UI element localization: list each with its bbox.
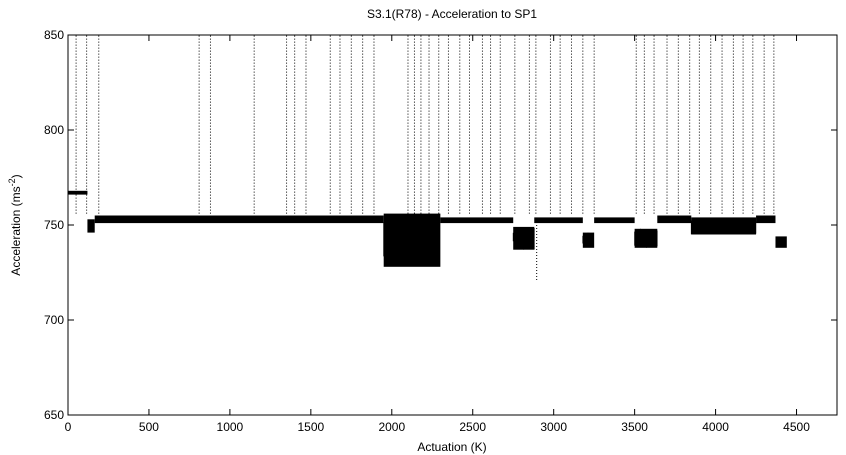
- y-axis-label-main: Acceleration (ms: [9, 186, 23, 275]
- x-tick-label: 1500: [297, 420, 324, 434]
- data-band: [775, 236, 786, 247]
- x-axis-label: Actuation (K): [417, 440, 486, 454]
- y-tick-label: 650: [44, 408, 64, 422]
- y-tick-label: 700: [44, 313, 64, 327]
- x-tick-label: 2000: [378, 420, 405, 434]
- chart-title: S3.1(R78) - Acceleration to SP1: [367, 7, 537, 21]
- y-tick-label: 750: [44, 218, 64, 232]
- data-band: [594, 217, 634, 223]
- data-band: [756, 216, 775, 224]
- y-tick-label: 800: [44, 123, 64, 137]
- data-band: [68, 191, 87, 195]
- x-tick-label: 4000: [702, 420, 729, 434]
- data-band: [440, 217, 513, 223]
- y-tick-label: 850: [44, 28, 64, 42]
- x-tick-label: 2500: [459, 420, 486, 434]
- x-tick-label: 3000: [540, 420, 567, 434]
- x-tick-label: 3500: [621, 420, 648, 434]
- data-band: [691, 217, 756, 234]
- data-band: [95, 216, 384, 224]
- x-tick-label: 0: [65, 420, 72, 434]
- x-tick-label: 500: [139, 420, 159, 434]
- data-band: [87, 219, 94, 232]
- data-band: [657, 216, 691, 224]
- x-tick-label: 1000: [217, 420, 244, 434]
- data-band: [534, 217, 583, 223]
- x-tick-label: 4500: [783, 420, 810, 434]
- y-axis-label-close: ): [9, 174, 23, 178]
- plot-marks: [68, 35, 787, 280]
- y-axis-label-superscript: -2: [7, 178, 17, 186]
- y-axis-label: Acceleration (ms-2): [7, 174, 23, 275]
